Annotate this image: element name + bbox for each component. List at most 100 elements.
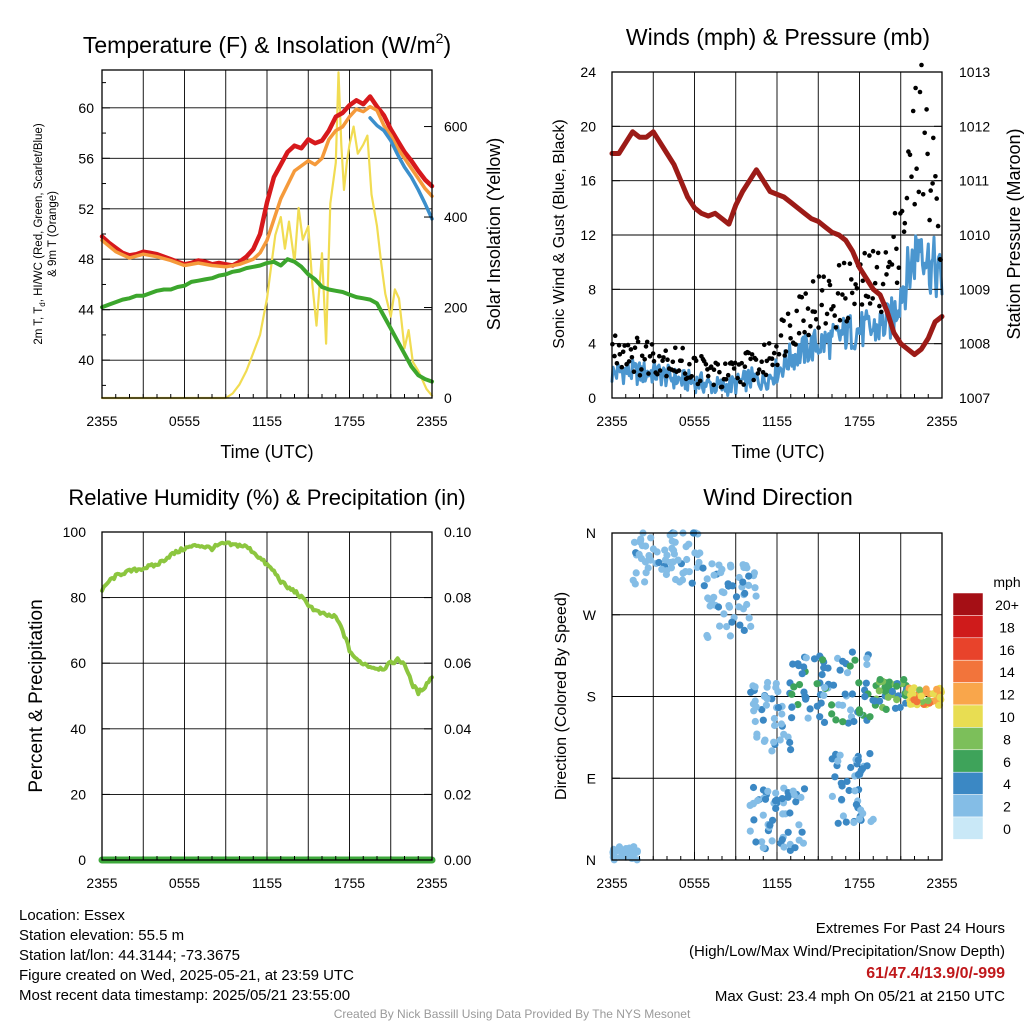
direction-point — [789, 660, 797, 668]
gust-point — [904, 195, 910, 201]
direction-point — [806, 705, 814, 713]
gust-point — [808, 324, 813, 329]
rh-xtick-label: 2355 — [86, 875, 117, 891]
direction-point — [852, 801, 861, 809]
direction-point — [843, 777, 851, 786]
direction-point — [771, 797, 780, 805]
legend-unit: mph — [993, 574, 1020, 590]
station-pressure-line — [609, 129, 945, 357]
direction-point — [800, 785, 809, 793]
gust-point — [849, 290, 855, 296]
gust-point — [867, 253, 872, 258]
wind-xlabel: Time (UTC) — [731, 442, 824, 462]
gust-point — [703, 362, 709, 367]
solar-ytick-label: 600 — [444, 119, 468, 135]
direction-point — [933, 685, 941, 693]
temp-ylabel-sub: d — [38, 302, 47, 306]
rh-ytick-label: 80 — [70, 590, 86, 606]
direction-point — [788, 714, 796, 722]
direction-point — [881, 687, 889, 695]
direction-point — [759, 844, 767, 852]
direction-point — [884, 693, 892, 701]
gust-point — [741, 382, 746, 387]
direction-point — [866, 713, 874, 721]
gust-point — [794, 308, 799, 314]
direction-point — [628, 849, 636, 857]
direction-point — [768, 837, 776, 845]
legend-swatch — [952, 659, 984, 683]
precip-ytick-label: 0.06 — [444, 655, 471, 671]
gust-point — [933, 174, 938, 179]
gust-point — [852, 301, 857, 307]
direction-point — [882, 705, 890, 714]
direction-point — [706, 602, 714, 610]
gust-point — [859, 302, 865, 307]
legend-swatch — [952, 682, 984, 706]
direction-point — [788, 690, 796, 698]
extremes-values: 61/47.4/13.9/0/-999 — [866, 965, 1005, 982]
gust-point — [762, 342, 767, 348]
dir-ytick-label: W — [583, 607, 597, 623]
direction-point — [820, 691, 828, 700]
gust-point — [909, 174, 914, 179]
direction-point — [845, 786, 853, 795]
direction-point — [922, 685, 930, 693]
gust-point — [655, 371, 660, 377]
direction-point — [700, 582, 708, 590]
gust-point — [625, 342, 631, 348]
temp-title-superscript: 2 — [436, 30, 444, 46]
gust-point — [673, 345, 678, 351]
gust-point — [680, 345, 685, 351]
direction-point — [839, 657, 847, 665]
gust-point — [711, 367, 717, 373]
direction-point — [834, 819, 842, 827]
direction-point — [842, 818, 850, 826]
gust-point — [622, 343, 627, 348]
direction-point — [802, 654, 810, 662]
rh-ytick-label: 0 — [78, 852, 86, 868]
gust-point — [824, 311, 830, 317]
direction-point — [900, 676, 908, 684]
gust-point — [910, 108, 916, 114]
direction-point — [740, 563, 748, 572]
legend-label: 20+ — [995, 597, 1019, 613]
gust-point — [886, 264, 891, 270]
direction-point — [844, 719, 853, 727]
direction-point — [838, 782, 846, 790]
direction-point — [710, 571, 718, 579]
legend-label: 12 — [999, 687, 1015, 703]
direction-point — [851, 656, 859, 664]
direction-point — [820, 718, 829, 727]
direction-point — [819, 656, 827, 664]
gust-point — [874, 264, 880, 270]
direction-point — [703, 575, 711, 583]
direction-point — [714, 603, 723, 611]
direction-point — [764, 787, 772, 796]
direction-point — [764, 678, 772, 687]
gust-point — [806, 332, 811, 338]
direction-point — [610, 845, 618, 854]
direction-point — [851, 787, 859, 795]
direction-point — [749, 800, 758, 808]
gust-point — [930, 181, 935, 186]
gust-point — [860, 278, 866, 284]
gust-point — [801, 318, 806, 324]
temp-ytick-label: 48 — [78, 251, 94, 267]
gust-point — [661, 355, 666, 360]
direction-point — [839, 701, 847, 709]
gust-point — [705, 373, 711, 379]
direction-point — [683, 555, 691, 564]
dir-ylabel: Direction (Colored By Speed) — [553, 592, 570, 800]
direction-point — [663, 567, 671, 575]
gust-point — [742, 364, 748, 370]
direction-point — [746, 827, 754, 835]
gust-point — [632, 345, 638, 351]
direction-point — [696, 549, 704, 557]
direction-point — [728, 618, 736, 626]
station-elevation: Station elevation: 55.5 m — [19, 927, 185, 944]
direction-point — [893, 696, 901, 704]
direction-point — [777, 720, 786, 728]
direction-point — [752, 592, 760, 600]
gust-point — [663, 348, 668, 354]
gust-point — [748, 356, 753, 362]
